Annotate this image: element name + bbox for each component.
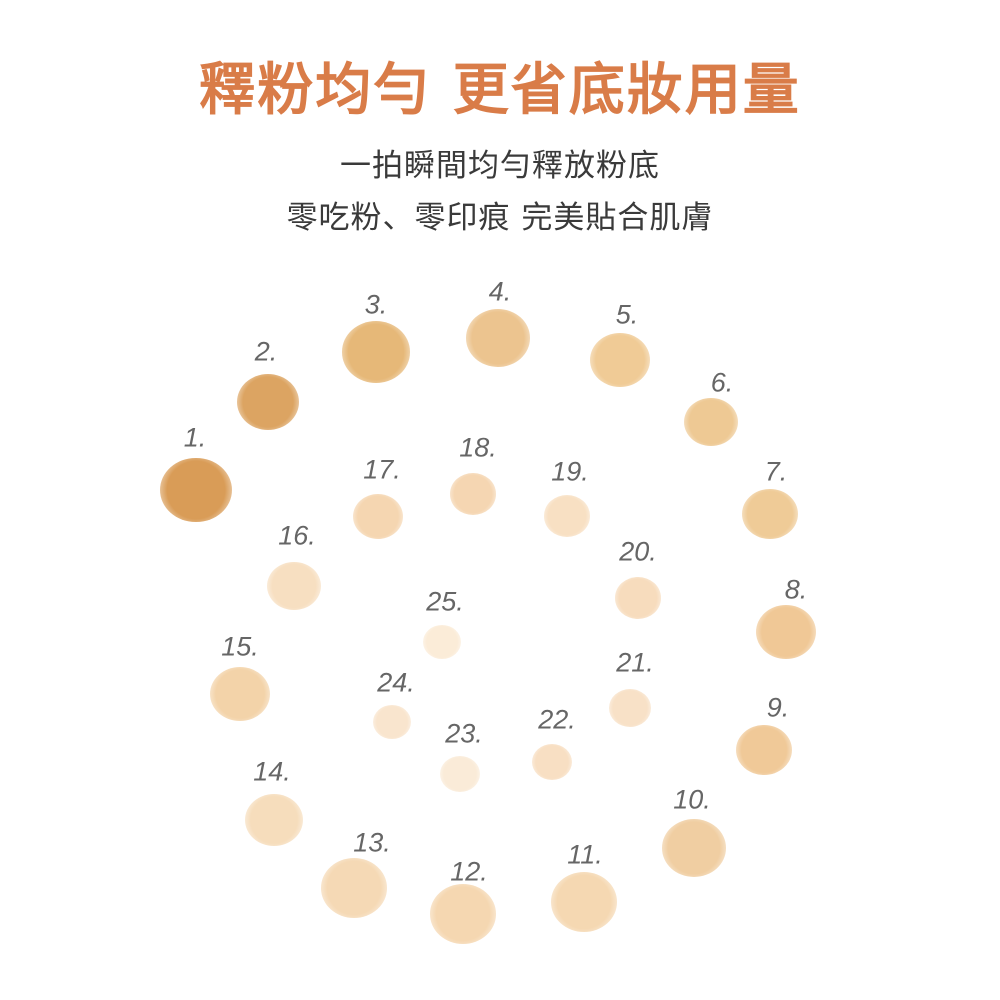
swatch-22 (532, 744, 572, 780)
swatch-label-4: 4. (488, 276, 512, 307)
swatch-label-10: 10. (673, 784, 711, 815)
swatch-18 (450, 473, 496, 515)
swatch-label-22: 22. (538, 704, 576, 735)
swatch-label-20: 20. (619, 536, 657, 567)
swatch-label-19: 19. (551, 456, 589, 487)
swatch-label-7: 7. (764, 456, 788, 487)
swatch-label-12: 12. (450, 856, 488, 887)
swatch-12 (430, 884, 496, 944)
swatch-14 (245, 793, 303, 847)
swatch-5 (590, 333, 650, 387)
swatch-label-1: 1. (183, 422, 207, 453)
swatch-label-17: 17. (363, 454, 401, 485)
swatch-4 (466, 309, 530, 367)
swatch-25 (423, 624, 461, 660)
swatch-label-2: 2. (254, 336, 278, 367)
subtitle-line-1: 一拍瞬間均勻釋放粉底 (340, 148, 660, 184)
swatch-label-13: 13. (353, 827, 391, 858)
swatch-15 (210, 667, 270, 721)
swatch-label-5: 5. (615, 299, 639, 330)
swatch-16 (267, 561, 321, 611)
subtitle-line-2: 零吃粉、零印痕 完美貼合肌膚 (286, 200, 714, 236)
swatch-10 (662, 819, 726, 877)
swatch-label-16: 16. (278, 520, 316, 551)
swatch-label-25: 25. (426, 586, 464, 617)
swatch-label-15: 15. (221, 631, 259, 662)
swatch-6 (684, 397, 738, 447)
swatch-2 (237, 374, 299, 430)
headline: 釋粉均勻 更省底妝用量 (199, 58, 801, 123)
swatch-17 (353, 493, 403, 539)
swatch-label-21: 21. (616, 647, 654, 678)
swatch-23 (440, 756, 480, 792)
swatch-label-18: 18. (459, 432, 497, 463)
swatch-label-9: 9. (766, 692, 790, 723)
swatch-label-23: 23. (445, 718, 483, 749)
swatch-label-3: 3. (364, 289, 388, 320)
swatch-24 (373, 704, 411, 740)
swatch-7 (742, 488, 798, 540)
swatch-label-24: 24. (377, 667, 415, 698)
swatch-3 (342, 321, 410, 383)
swatch-label-11: 11. (567, 839, 603, 870)
swatch-13 (321, 858, 387, 918)
swatch-8 (756, 605, 816, 659)
swatch-label-8: 8. (784, 574, 808, 605)
swatch-9 (736, 724, 792, 776)
swatch-label-6: 6. (710, 367, 734, 398)
swatch-20 (615, 577, 661, 619)
swatch-21 (609, 689, 651, 727)
swatch-1 (160, 457, 232, 523)
swatch-11 (551, 872, 617, 932)
swatch-19 (544, 495, 590, 537)
swatch-label-14: 14. (253, 756, 291, 787)
